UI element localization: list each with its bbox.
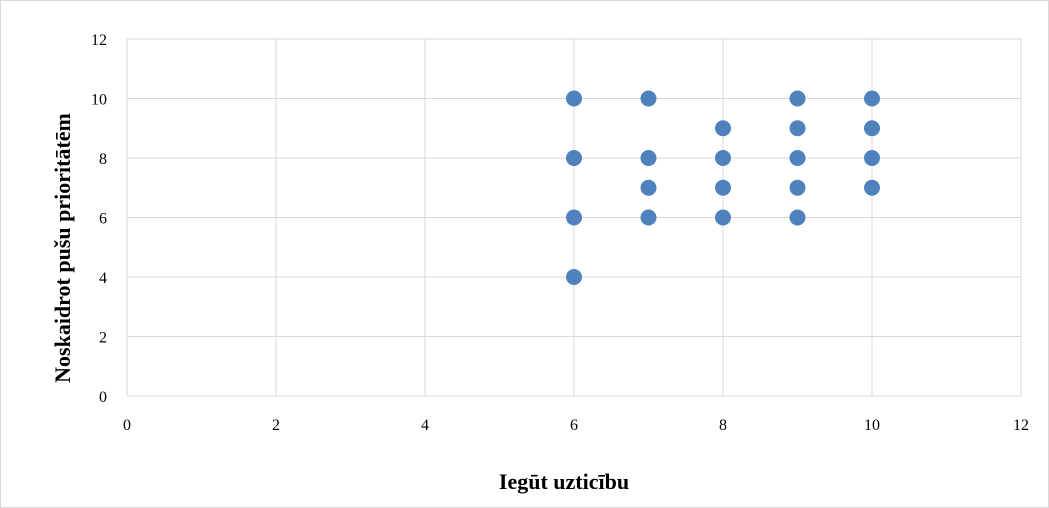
y-tick-label: 2 bbox=[99, 330, 107, 347]
data-point bbox=[640, 150, 657, 166]
y-tick-label: 10 bbox=[91, 92, 107, 109]
data-point bbox=[864, 90, 880, 107]
x-tick-label: 4 bbox=[421, 417, 429, 434]
x-tick-label: 0 bbox=[123, 417, 131, 434]
data-point bbox=[864, 179, 880, 196]
x-tick-label: 10 bbox=[864, 417, 880, 434]
x-tick-label: 2 bbox=[272, 417, 280, 434]
y-tick-label: 8 bbox=[99, 151, 107, 168]
x-tick-label: 6 bbox=[570, 417, 578, 434]
y-tick-label: 4 bbox=[99, 270, 107, 287]
y-tick-label: 12 bbox=[91, 32, 107, 49]
data-point bbox=[566, 209, 582, 226]
data-point bbox=[566, 90, 582, 107]
data-point bbox=[715, 179, 731, 196]
data-point bbox=[640, 179, 657, 196]
x-axis-ticks: 0 2 4 6 8 10 12 bbox=[123, 417, 1029, 434]
x-tick-label: 8 bbox=[719, 417, 727, 434]
y-axis-title: Noskaidrot pušu prioritātēm bbox=[50, 113, 75, 383]
data-point bbox=[640, 90, 657, 107]
data-point bbox=[715, 209, 731, 226]
data-point bbox=[789, 150, 806, 166]
x-axis-title: Iegūt uzticību bbox=[499, 469, 629, 494]
data-point bbox=[789, 90, 806, 107]
data-point bbox=[566, 269, 582, 285]
y-tick-label: 0 bbox=[99, 389, 107, 406]
data-point bbox=[566, 150, 582, 166]
x-tick-label: 12 bbox=[1013, 417, 1029, 434]
data-point bbox=[640, 209, 657, 226]
y-axis-ticks: 0 2 4 6 8 10 12 bbox=[91, 32, 107, 406]
y-tick-label: 6 bbox=[99, 211, 107, 228]
data-point bbox=[789, 209, 806, 226]
data-point bbox=[715, 150, 731, 166]
data-point bbox=[864, 150, 880, 166]
data-point bbox=[789, 179, 806, 196]
data-point bbox=[715, 120, 731, 137]
data-points bbox=[566, 90, 880, 285]
data-point bbox=[789, 120, 806, 137]
data-point bbox=[864, 120, 880, 137]
